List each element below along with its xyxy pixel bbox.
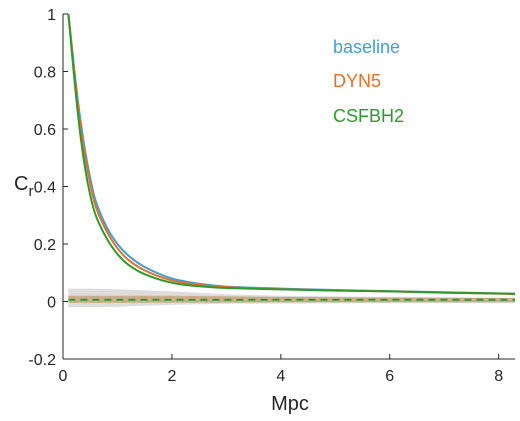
series-line-baseline — [67, 13, 516, 295]
legend-item-dyn5: DYN5 — [333, 71, 381, 91]
y-tick-label: 0.4 — [34, 180, 56, 197]
x-tick-label: 6 — [385, 368, 394, 385]
y-tick-label: -0.2 — [28, 352, 56, 369]
y-axis-label: Cr — [14, 173, 33, 200]
series-lines — [67, 13, 516, 295]
series-line-csfbh2 — [67, 13, 516, 295]
legend-item-csfbh2: CSFBH2 — [333, 106, 404, 126]
x-tick-label: 4 — [276, 368, 285, 385]
y-tick-label: 0.6 — [34, 122, 56, 139]
axes — [62, 13, 515, 360]
tick-labels: 0 2 4 6 8-0.200.20.40.60.81 — [28, 7, 503, 385]
y-tick-label: 0.2 — [34, 237, 56, 254]
y-tick-label: 0.8 — [34, 65, 56, 82]
y-axis-label-sub: r — [28, 183, 33, 200]
y-tick-label: 1 — [47, 7, 56, 24]
x-tick-label: 0 — [59, 368, 68, 385]
x-tick-label: 8 — [494, 368, 503, 385]
null-bands — [68, 288, 516, 308]
legend-item-baseline: baseline — [333, 37, 400, 57]
x-axis-label: Mpc — [271, 393, 309, 415]
x-tick-label: 2 — [167, 368, 176, 385]
legend: baseline DYN5 CSFBH2 — [333, 37, 404, 126]
y-axis-label-main: C — [14, 173, 28, 195]
y-tick-label: 0 — [47, 295, 56, 312]
series-line-dyn5 — [67, 13, 516, 295]
null-band-inner — [68, 295, 516, 303]
